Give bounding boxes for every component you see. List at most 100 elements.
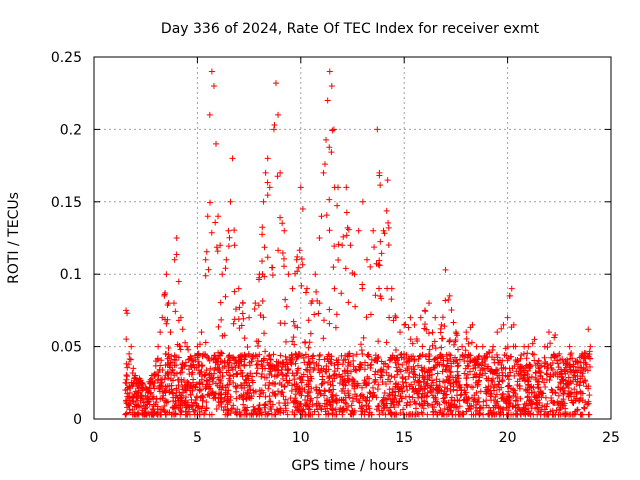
data-point [579, 373, 586, 380]
data-point [499, 378, 506, 385]
data-point [315, 411, 322, 418]
data-point [395, 388, 402, 395]
data-point [367, 311, 374, 318]
data-point [224, 401, 231, 408]
data-point [203, 404, 210, 411]
data-point [237, 370, 244, 377]
data-point [535, 409, 542, 416]
data-point [534, 378, 541, 385]
data-point [411, 379, 418, 386]
data-point [202, 256, 209, 263]
data-point [220, 407, 227, 414]
data-point [375, 338, 382, 345]
data-point [178, 394, 185, 401]
data-point [339, 242, 346, 249]
data-point [196, 380, 203, 387]
data-point [249, 373, 256, 380]
data-point [551, 334, 558, 341]
data-point [541, 354, 548, 361]
data-point [241, 361, 248, 368]
data-point [560, 391, 567, 398]
data-point [384, 177, 391, 184]
data-point [202, 407, 209, 414]
data-point [240, 391, 247, 398]
data-point [298, 392, 305, 399]
data-point [421, 392, 428, 399]
data-point [410, 363, 417, 370]
data-point [555, 364, 562, 371]
data-point [415, 394, 422, 401]
data-point [412, 405, 419, 412]
data-point [448, 394, 455, 401]
data-point [240, 315, 247, 322]
data-point [224, 359, 231, 366]
data-point [350, 352, 357, 359]
data-point [356, 361, 363, 368]
data-point [378, 250, 385, 257]
data-point [453, 403, 460, 410]
data-point [258, 373, 265, 380]
data-point [441, 399, 448, 406]
data-point [453, 379, 460, 386]
data-point [463, 335, 470, 342]
data-point [264, 411, 271, 418]
data-point [226, 352, 233, 359]
data-point [532, 369, 539, 376]
data-point [261, 404, 268, 411]
data-point [307, 411, 314, 418]
data-point [232, 357, 239, 364]
data-point [334, 365, 341, 372]
y-tick-label: 0.25 [51, 50, 82, 66]
data-point [331, 368, 338, 375]
data-point [260, 198, 267, 205]
data-point [500, 321, 507, 328]
data-point [281, 263, 288, 270]
data-point [408, 353, 415, 360]
data-point [168, 382, 175, 389]
data-point [343, 232, 350, 239]
data-point [154, 403, 161, 410]
data-point [567, 378, 574, 385]
data-point [217, 242, 224, 249]
data-point [230, 402, 237, 409]
data-point [130, 365, 137, 372]
data-point [525, 378, 532, 385]
data-point [151, 372, 158, 379]
data-point [542, 394, 549, 401]
data-point [542, 384, 549, 390]
data-point [329, 396, 336, 403]
data-point [380, 227, 387, 234]
data-point [133, 394, 140, 401]
data-point [327, 359, 334, 366]
data-point [259, 370, 266, 377]
data-point [333, 411, 340, 418]
data-point [238, 356, 245, 363]
data-point [207, 199, 214, 206]
data-point [447, 337, 454, 344]
data-point [573, 389, 580, 396]
data-point [521, 408, 528, 415]
data-point [462, 347, 469, 354]
data-point [219, 373, 226, 380]
data-point [329, 127, 336, 134]
data-point [280, 375, 287, 382]
data-point [372, 376, 379, 383]
data-point [580, 404, 587, 411]
data-point [541, 406, 548, 413]
data-point [553, 407, 560, 414]
data-point [294, 253, 301, 260]
data-point [256, 393, 263, 400]
data-point [326, 227, 333, 234]
data-point [351, 385, 358, 392]
data-point [554, 369, 561, 376]
data-point [218, 394, 225, 401]
data-point [550, 411, 557, 418]
data-point [501, 352, 508, 359]
data-point [230, 320, 237, 327]
data-point [169, 377, 176, 384]
data-point [365, 403, 372, 410]
data-point [450, 386, 457, 393]
axes: 0 5 10 15 20 25 0 0.05 0.1 0.15 0.2 0.25 [51, 50, 620, 446]
data-point [302, 402, 309, 409]
data-point [158, 406, 165, 413]
